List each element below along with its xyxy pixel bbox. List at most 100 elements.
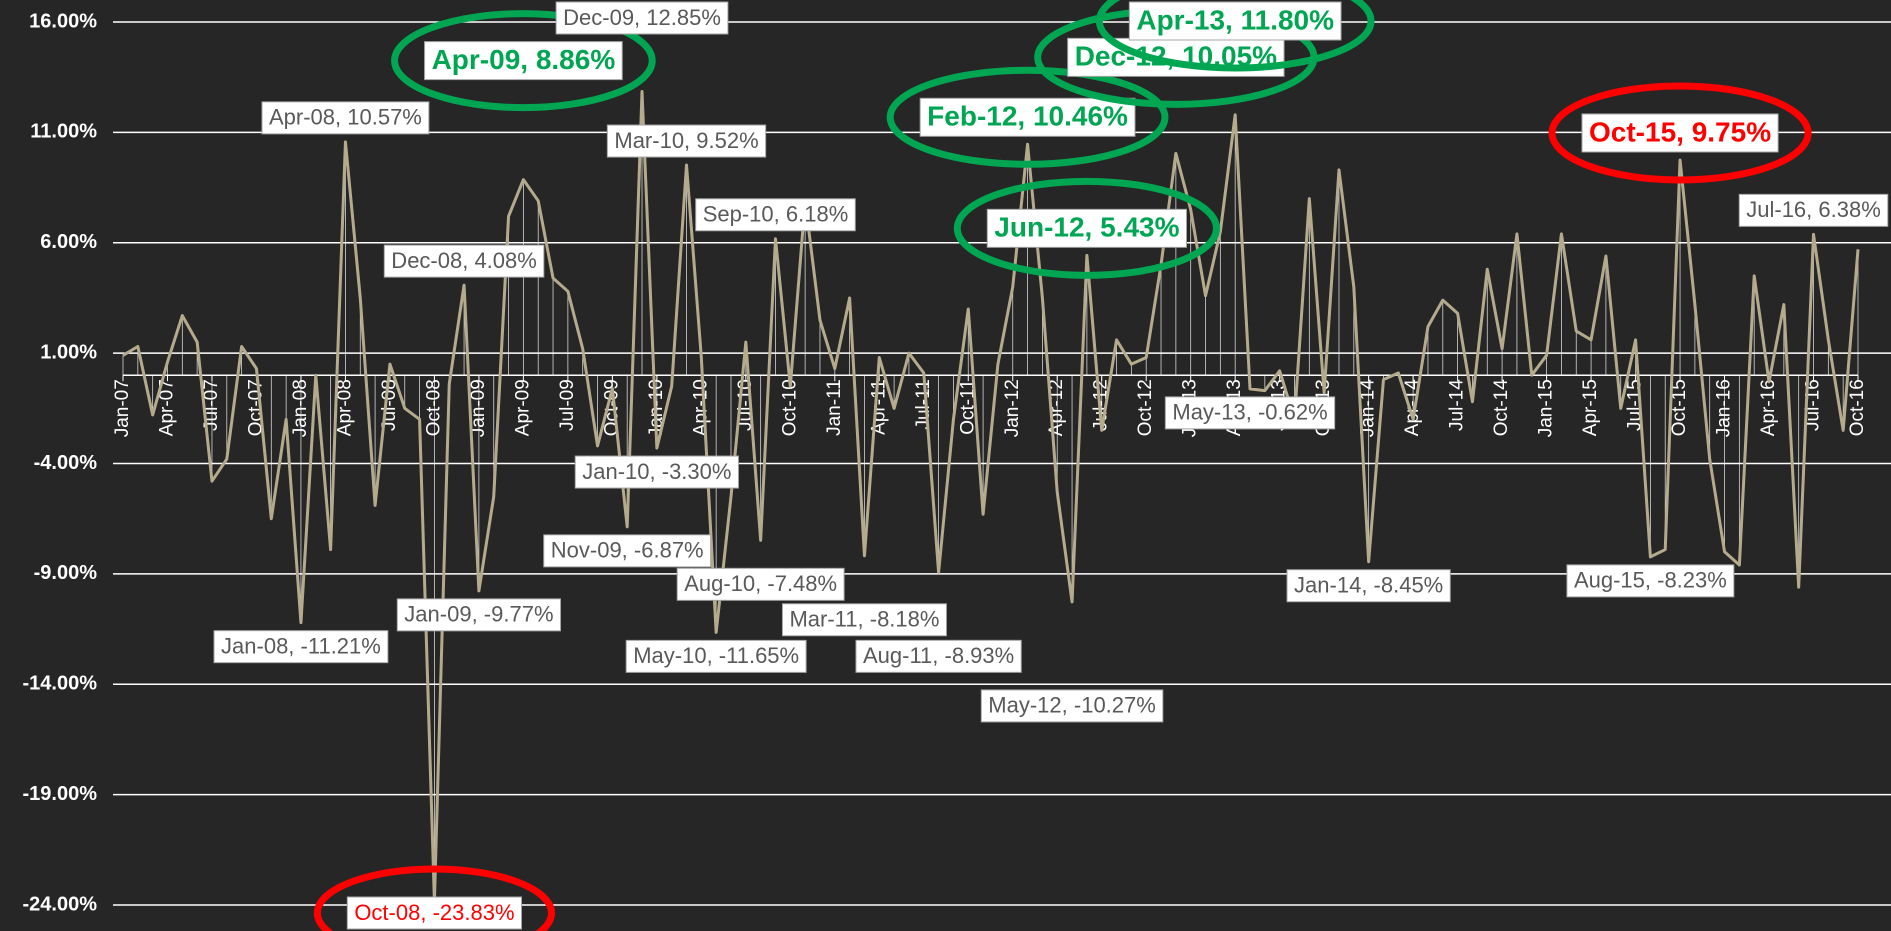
value-label-box xyxy=(1067,37,1285,77)
x-tick-label: Jan-11 xyxy=(824,379,845,436)
value-label-text: Apr-13, 11.80% xyxy=(1136,4,1334,35)
x-tick-label: Oct-16 xyxy=(1847,379,1868,436)
value-label-box xyxy=(986,208,1187,248)
x-tick-label: Apr-14 xyxy=(1402,379,1423,436)
value-label-box xyxy=(676,567,845,601)
value-label: Aug-15, -8.23% xyxy=(1566,564,1735,598)
value-label-box xyxy=(980,689,1164,723)
x-tick-label: Jan-08 xyxy=(290,379,311,437)
x-tick-label: Jan-07 xyxy=(112,379,133,437)
highlight-ellipse xyxy=(886,66,1169,168)
value-label-box xyxy=(1566,564,1735,598)
value-label: Mar-11, -8.18% xyxy=(781,603,947,637)
value-label-box xyxy=(213,630,389,664)
x-tick-label: Oct-08 xyxy=(423,379,444,436)
value-label-box xyxy=(625,639,807,673)
value-label: Nov-09, -6.87% xyxy=(543,534,712,568)
value-label-text: Jan-10, -3.30% xyxy=(582,459,731,484)
value-label-text: Mar-11, -8.18% xyxy=(789,607,939,632)
value-label: Dec-12, 10.05% xyxy=(1067,37,1285,77)
value-label: Apr-13, 11.80% xyxy=(1128,1,1342,41)
value-label: Feb-12, 10.46% xyxy=(919,97,1136,137)
x-tick-label: Apr-08 xyxy=(334,379,355,436)
highlight-ellipse xyxy=(391,10,656,112)
x-tick-label: Apr-10 xyxy=(690,379,711,436)
value-label-box xyxy=(1738,193,1889,227)
y-tick-label: 1.00% xyxy=(40,341,97,363)
value-label-text: Aug-10, -7.48% xyxy=(684,571,837,596)
value-label: Sep-10, 6.18% xyxy=(695,198,856,232)
highlight-ellipse xyxy=(1548,82,1812,184)
x-tick-label: Apr-15 xyxy=(1580,379,1601,436)
x-tick-label: Jan-16 xyxy=(1714,379,1735,437)
value-label-text: May-13, -0.62% xyxy=(1172,400,1327,425)
value-label-box xyxy=(555,1,729,35)
x-tick-label: Jan-14 xyxy=(1358,379,1379,438)
x-tick-label: Jul-11 xyxy=(913,379,934,429)
value-label-box xyxy=(424,41,623,81)
value-label-text: Aug-11, -8.93% xyxy=(863,643,1014,668)
value-label: Apr-08, 10.57% xyxy=(261,101,430,135)
x-tick-label: Oct-14 xyxy=(1491,379,1512,436)
value-label-box xyxy=(346,896,523,930)
value-label-box xyxy=(543,534,712,568)
x-tick-label: Apr-09 xyxy=(512,379,533,436)
value-label-box xyxy=(574,455,739,489)
value-label-text: Jan-08, -11.21% xyxy=(221,633,381,658)
highlight-ellipse xyxy=(313,865,555,931)
value-label: Apr-09, 8.86% xyxy=(424,41,623,81)
value-label-text: Oct-08, -23.83% xyxy=(354,900,514,925)
value-label-text: Jul-16, 6.38% xyxy=(1746,197,1881,222)
value-label-text: Jun-12, 5.43% xyxy=(994,212,1179,243)
value-label-text: May-12, -10.27% xyxy=(988,693,1156,718)
value-label: Dec-08, 4.08% xyxy=(383,244,545,278)
y-tick-label: -9.00% xyxy=(34,562,98,584)
value-label-text: Apr-08, 10.57% xyxy=(269,105,422,130)
value-label-text: Feb-12, 10.46% xyxy=(927,101,1128,132)
value-label: Mar-10, 9.52% xyxy=(606,124,767,158)
value-label-text: Apr-09, 8.86% xyxy=(432,44,616,75)
value-label-box xyxy=(1286,569,1451,603)
value-label-box xyxy=(383,244,545,278)
y-tick-label: 11.00% xyxy=(30,121,97,143)
x-tick-label: Jul-14 xyxy=(1447,379,1468,431)
value-label-box xyxy=(1581,113,1779,153)
value-label-box xyxy=(606,124,767,158)
x-tick-label: Jan-09 xyxy=(468,379,489,437)
y-tick-label: -19.00% xyxy=(23,783,98,805)
value-label: May-12, -10.27% xyxy=(980,689,1164,723)
value-label: Jun-12, 5.43% xyxy=(986,208,1187,248)
value-label-text: May-10, -11.65% xyxy=(633,643,799,668)
value-label: Aug-11, -8.93% xyxy=(855,639,1022,673)
x-tick-label: Apr-07 xyxy=(157,379,178,436)
value-label: Oct-08, -23.83% xyxy=(346,896,523,930)
x-tick-label: Oct-15 xyxy=(1669,379,1690,436)
x-tick-label: Jan-15 xyxy=(1536,379,1557,437)
value-label-text: Jan-09, -9.77% xyxy=(404,602,553,627)
value-label-text: Dec-09, 12.85% xyxy=(563,5,721,30)
value-label: Oct-15, 9.75% xyxy=(1581,113,1779,153)
value-label: Jan-14, -8.45% xyxy=(1286,569,1451,603)
value-label: May-10, -11.65% xyxy=(625,639,807,673)
value-label-box xyxy=(1128,1,1342,41)
value-label: Dec-09, 12.85% xyxy=(555,1,729,35)
y-tick-label: -14.00% xyxy=(23,673,98,695)
x-tick-label: Jul-09 xyxy=(557,379,578,431)
value-label-text: Mar-10, 9.52% xyxy=(614,128,758,153)
value-label-box xyxy=(396,598,561,632)
value-label: Jan-09, -9.77% xyxy=(396,598,561,632)
value-label-box xyxy=(919,97,1136,137)
y-tick-label: -4.00% xyxy=(34,452,98,474)
value-label-text: Aug-15, -8.23% xyxy=(1574,568,1727,593)
value-label-text: Nov-09, -6.87% xyxy=(551,538,704,563)
value-label-text: Dec-08, 4.08% xyxy=(391,248,537,273)
x-tick-label: Jan-12 xyxy=(1002,379,1023,437)
value-label-box xyxy=(781,603,947,637)
highlight-ellipse xyxy=(953,177,1220,279)
value-label: Jul-16, 6.38% xyxy=(1738,193,1889,227)
value-label: Aug-10, -7.48% xyxy=(676,567,845,601)
x-tick-label: Oct-10 xyxy=(779,379,800,436)
line xyxy=(122,90,1860,903)
